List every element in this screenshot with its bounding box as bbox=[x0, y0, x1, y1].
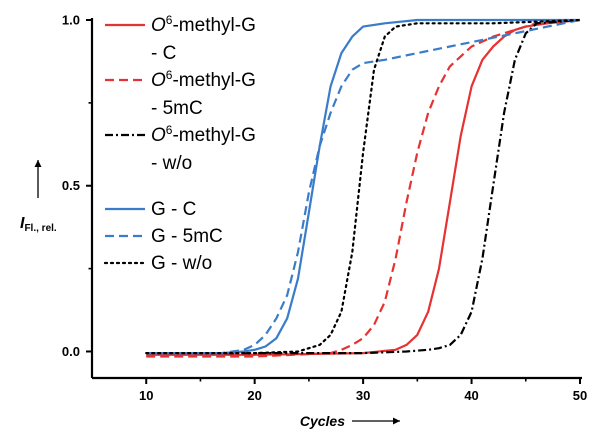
x-tick-label: 30 bbox=[356, 388, 370, 403]
series-line-3 bbox=[146, 18, 581, 355]
legend-label-1: - C bbox=[151, 43, 176, 64]
legend-label-5: G - 5mC bbox=[151, 226, 223, 247]
x-axis-title: Cycles bbox=[300, 413, 345, 429]
axis-titles: Cycles IFl., rel. bbox=[20, 160, 400, 429]
y-tick-label: 0.0 bbox=[62, 344, 80, 359]
legend: O6-methyl-G - C O6-methyl-G - 5mC O6-methyl-… bbox=[103, 13, 256, 274]
series-lines bbox=[145, 18, 582, 358]
x-tick-label: 10 bbox=[139, 388, 153, 403]
x-tick-label: 40 bbox=[464, 388, 478, 403]
legend-label-2: - 5mC bbox=[151, 98, 203, 119]
axes bbox=[90, 18, 582, 380]
y-axis-arrowhead bbox=[34, 160, 42, 167]
legend-label-4: G - C bbox=[151, 199, 196, 220]
y-axis-title: IFl., rel. bbox=[20, 215, 57, 234]
legend-label-1: O6-methyl-G bbox=[151, 13, 256, 36]
series-line-5 bbox=[146, 18, 581, 355]
legend-label-6: G - w/o bbox=[151, 253, 212, 274]
x-tick-label: 50 bbox=[573, 388, 587, 403]
series-line-6 bbox=[145, 18, 582, 355]
y-tick-label: 0.5 bbox=[62, 178, 80, 193]
x-tick-label: 20 bbox=[247, 388, 261, 403]
legend-label-3: - w/o bbox=[151, 153, 192, 174]
y-tick-label: 1.0 bbox=[62, 13, 80, 28]
series-line-1 bbox=[146, 18, 581, 356]
ticks: 10 20 30 40 50 0.0 0.5 1.0 bbox=[62, 13, 587, 404]
legend-label-2: O6-methyl-G bbox=[151, 68, 256, 91]
legend-label-3: O6-methyl-G bbox=[151, 123, 256, 146]
series-line-4 bbox=[146, 18, 580, 355]
x-axis-arrowhead bbox=[393, 417, 400, 425]
